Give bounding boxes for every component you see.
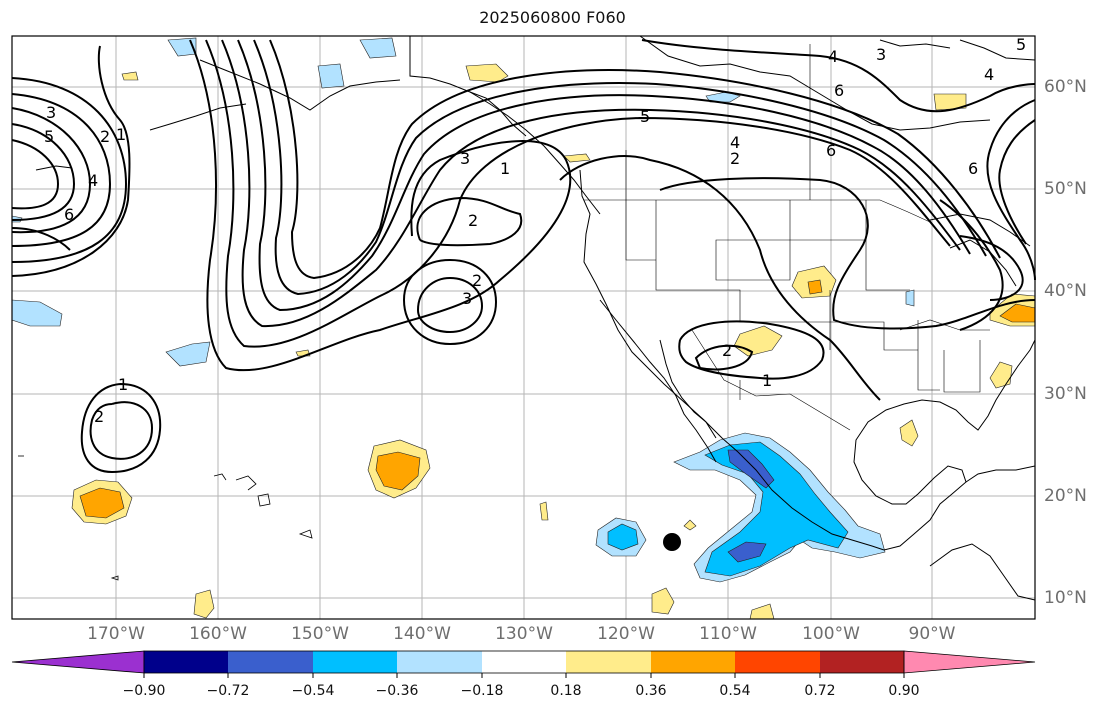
lon-label-100w: 100°W [802,624,860,644]
contour-label-5: 5 [44,127,54,146]
colorbar-tick-label: −0.18 [460,683,504,699]
lon-label-130w: 130°W [495,624,553,644]
lon-label-150w: 150°W [291,624,349,644]
contour-label-3: 3 [46,103,56,122]
colorbar-tick-label: 0.36 [635,683,667,699]
colorbar-tick-label: −0.90 [122,683,166,699]
contour-label-1: 1 [500,159,510,178]
contour-label-6: 6 [968,159,978,178]
contour-label-3: 3 [462,289,472,308]
colorbar-tick-label: −0.54 [291,683,335,699]
storm-center-marker [663,533,681,551]
colorbar-extend-low [11,650,145,674]
colorbar-tick-label: 0.72 [804,683,836,699]
colorbar-tick-label: −0.72 [206,683,250,699]
colorbar-segment [735,651,820,673]
colorbar-tick-label: −0.36 [375,683,419,699]
lat-label-40n: 40°N [1044,281,1087,301]
contour-label-2: 2 [722,341,732,360]
contour-label-3: 3 [460,149,470,168]
contour-label-2: 2 [100,127,110,146]
contour-label-2: 2 [472,271,482,290]
map-panel: 3 5 2 1 4 6 3 1 5 4 2 4 3 4 6 6 6 5 2 2 … [11,35,1036,620]
contour-label-5: 5 [1016,35,1026,54]
colorbar-tick-label: 0.54 [719,683,751,699]
contour-label-2: 2 [730,149,740,168]
colorbar-segment [482,651,566,673]
map-title: 2025060800 F060 [479,8,626,27]
colorbar [11,650,1036,678]
lon-label-140w: 140°W [393,624,451,644]
contour-label-4: 4 [88,171,98,190]
contour-label-6: 6 [826,141,836,160]
contour-labels: 3 5 2 1 4 6 3 1 5 4 2 4 3 4 6 6 6 5 2 2 … [44,35,1026,426]
islands [18,455,313,581]
contour-label-4: 4 [984,65,994,84]
contour-label-6: 6 [64,205,74,224]
contour-label-4: 4 [730,133,740,152]
lon-label-90w: 90°W [908,624,956,644]
colorbar-segment [228,651,313,673]
contour-label-3: 3 [876,45,886,64]
lat-label-60n: 60°N [1044,77,1087,97]
lon-label-110w: 110°W [699,624,757,644]
lon-label-170w: 170°W [87,624,145,644]
colorbar-segment [566,651,651,673]
contour-label-2: 2 [94,407,104,426]
colorbar-tick-label: 0.90 [888,683,920,699]
contour-label-5: 5 [640,107,650,126]
colorbar-extend-high [903,650,1036,674]
height-contours [11,39,1036,474]
colorbar-segment [651,651,735,673]
lat-label-20n: 20°N [1044,486,1087,506]
contour-label-4: 4 [828,47,838,66]
lat-label-10n: 10°N [1044,588,1087,608]
contour-label-1: 1 [118,375,128,394]
lon-label-120w: 120°W [597,624,655,644]
positive-anomaly-fills [71,63,1036,620]
contour-label-1: 1 [116,125,126,144]
contour-label-2: 2 [468,211,478,230]
political-borders [584,44,990,431]
colorbar-tick-label: 0.18 [550,683,582,699]
contour-label-1: 1 [762,371,772,390]
lon-label-160w: 160°W [189,624,247,644]
colorbar-segment [820,651,904,673]
colorbar-segment [144,651,228,673]
contour-label-6: 6 [834,81,844,100]
colorbar-segment [313,651,397,673]
lat-label-50n: 50°N [1044,179,1087,199]
colorbar-segment [397,651,482,673]
lat-label-30n: 30°N [1044,384,1087,404]
